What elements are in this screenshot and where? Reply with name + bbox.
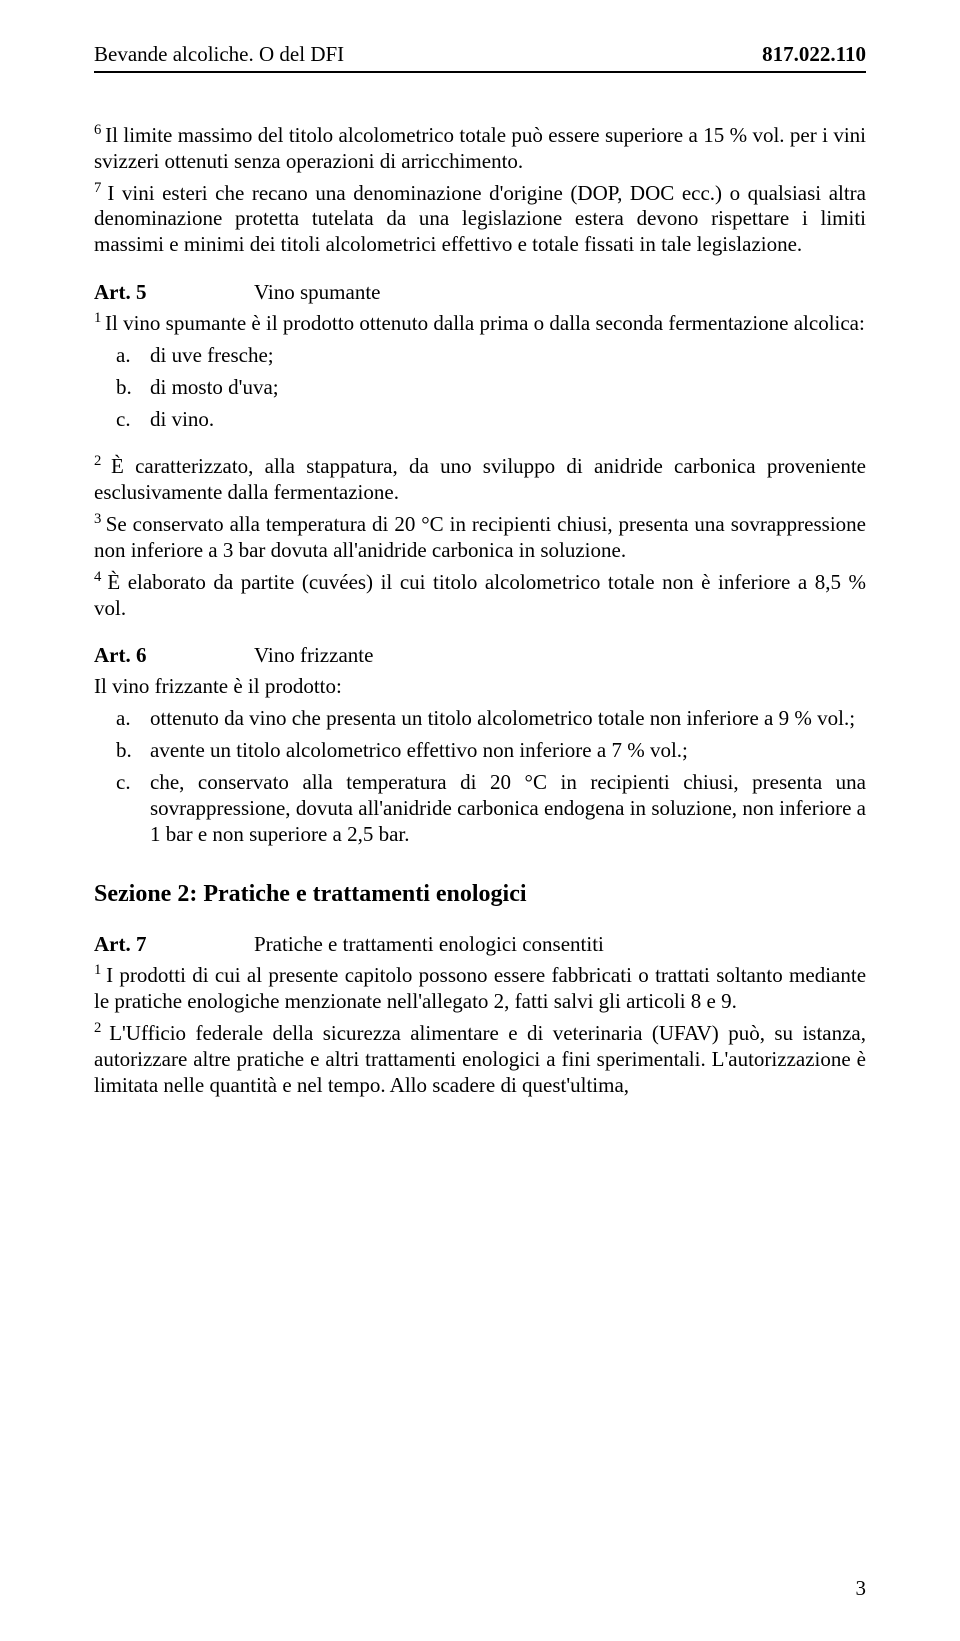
list-item: c. che, conservato alla temperatura di 2… <box>94 770 866 847</box>
header-right: 817.022.110 <box>762 42 866 67</box>
art5-list: a. di uve fresche; b. di mosto d'uva; c.… <box>94 343 866 432</box>
list-item: c. di vino. <box>94 407 866 433</box>
list-text: avente un titolo alcolometrico effettivo… <box>150 738 866 764</box>
page-number: 3 <box>856 1576 867 1601</box>
art5-p4: 4 È elaborato da partite (cuvées) il cui… <box>94 570 866 622</box>
list-text: di mosto d'uva; <box>150 375 866 401</box>
superscript-4: 4 <box>94 569 107 585</box>
superscript-7: 7 <box>94 180 107 196</box>
superscript-2: 2 <box>94 453 111 469</box>
list-text: di vino. <box>150 407 866 433</box>
art5-p4-text: È elaborato da partite (cuvées) il cui t… <box>94 570 866 620</box>
header-left: Bevande alcoliche. O del DFI <box>94 42 344 67</box>
art6-list: a. ottenuto da vino che presenta un tito… <box>94 706 866 847</box>
art5-p1-text: Il vino spumante è il prodotto ottenuto … <box>105 311 865 335</box>
list-text: di uve fresche; <box>150 343 866 369</box>
superscript-1b: 1 <box>94 962 106 978</box>
art5-p3: 3 Se conservato alla temperatura di 20 °… <box>94 512 866 564</box>
article-6-title: Vino frizzante <box>254 643 866 668</box>
article-6-label: Art. 6 <box>94 643 254 668</box>
article-7-title: Pratiche e trattamenti enologici consent… <box>254 932 866 957</box>
section-2-heading: Sezione 2: Pratiche e trattamenti enolog… <box>94 881 866 908</box>
article-5-title: Vino spumante <box>254 280 866 305</box>
article-6-heading: Art. 6 Vino frizzante <box>94 643 866 668</box>
superscript-1: 1 <box>94 310 105 326</box>
art5-p3-text: Se conservato alla temperatura di 20 °C … <box>94 512 866 562</box>
art5-p2: 2 È caratterizzato, alla stappatura, da … <box>94 454 866 506</box>
art7-p2-text: L'Ufficio federale della sicurezza alime… <box>94 1021 866 1097</box>
superscript-6: 6 <box>94 122 105 138</box>
article-5-label: Art. 5 <box>94 280 254 305</box>
list-text: ottenuto da vino che presenta un titolo … <box>150 706 866 732</box>
article-7-label: Art. 7 <box>94 932 254 957</box>
list-marker: a. <box>94 343 150 369</box>
paragraph-7-text: I vini esteri che recano una denominazio… <box>94 181 866 257</box>
list-marker: b. <box>94 738 150 764</box>
superscript-2b: 2 <box>94 1020 109 1036</box>
list-item: a. ottenuto da vino che presenta un tito… <box>94 706 866 732</box>
page: Bevande alcoliche. O del DFI 817.022.110… <box>0 0 960 1641</box>
art7-p1: 1 I prodotti di cui al presente capitolo… <box>94 963 866 1015</box>
art6-intro: Il vino frizzante è il prodotto: <box>94 674 866 700</box>
art7-p1-text: I prodotti di cui al presente capitolo p… <box>94 963 866 1013</box>
header-rule <box>94 71 866 73</box>
list-item: b. avente un titolo alcolometrico effett… <box>94 738 866 764</box>
article-5-heading: Art. 5 Vino spumante <box>94 280 866 305</box>
list-marker: c. <box>94 407 150 433</box>
art5-p1: 1 Il vino spumante è il prodotto ottenut… <box>94 311 866 337</box>
list-item: b. di mosto d'uva; <box>94 375 866 401</box>
list-text: che, conservato alla temperatura di 20 °… <box>150 770 866 847</box>
paragraph-6-text: Il limite massimo del titolo alcolometri… <box>94 123 866 173</box>
art5-p2-text: È caratterizzato, alla stappatura, da un… <box>94 454 866 504</box>
running-header: Bevande alcoliche. O del DFI 817.022.110 <box>94 42 866 67</box>
superscript-3: 3 <box>94 511 106 527</box>
list-item: a. di uve fresche; <box>94 343 866 369</box>
list-marker: a. <box>94 706 150 732</box>
paragraph-7: 7 I vini esteri che recano una denominaz… <box>94 181 866 258</box>
article-7-heading: Art. 7 Pratiche e trattamenti enologici … <box>94 932 866 957</box>
list-marker: c. <box>94 770 150 847</box>
art7-p2: 2 L'Ufficio federale della sicurezza ali… <box>94 1021 866 1098</box>
paragraph-6: 6 Il limite massimo del titolo alcolomet… <box>94 123 866 175</box>
list-marker: b. <box>94 375 150 401</box>
